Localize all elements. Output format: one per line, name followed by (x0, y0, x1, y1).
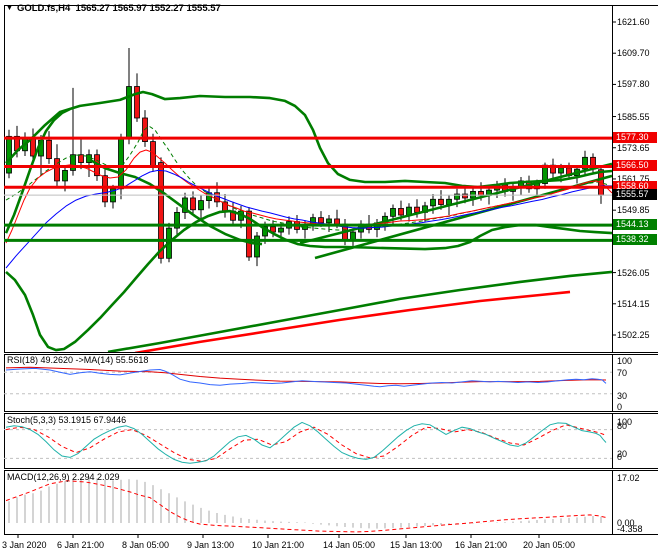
time-axis-label: 6 Jan 21:00 (57, 540, 105, 550)
time-axis-label: 3 Jan 2020 (2, 540, 47, 550)
ma-slow-blue (5, 169, 612, 269)
candle-up (182, 197, 188, 213)
rsi-line (5, 367, 607, 388)
trendline-upper (299, 162, 612, 245)
price-axis-label: 1502.25 (617, 330, 650, 340)
candle-up (582, 156, 588, 170)
rsi-panel (4, 366, 612, 395)
ohlc-readout: 1565.27 1565.97 1552.27 1555.57 (75, 3, 221, 14)
macd-axis-label: -4.358 (617, 524, 643, 534)
bollinger-lower (5, 209, 612, 352)
panel-borders (4, 5, 658, 535)
candle-up (350, 231, 356, 241)
candle-down (398, 208, 404, 216)
stoch-indicator-header: Stoch(5,3,3) 53.1915 67.9446 (7, 415, 127, 425)
ma-long-green (107, 270, 612, 352)
price-axis-label: 1585.55 (617, 112, 650, 122)
stoch-panel (4, 421, 612, 464)
candle-down (318, 217, 324, 224)
symbol-dropdown-icon[interactable]: ▼ (6, 5, 13, 12)
time-axis-label: 15 Jan 13:00 (390, 540, 443, 550)
macd-axis-label: 0.00 (617, 518, 635, 528)
bollinger-upper (5, 90, 612, 189)
price-tag-1555.57: 1555.57 (613, 189, 657, 200)
price-axis-label: 1549.85 (617, 205, 650, 215)
rsi-axis-label: 70 (617, 368, 628, 378)
candle-up (454, 193, 460, 200)
macd-indicator-header: MACD(12,26,9) 2.294 2.029 (7, 472, 120, 482)
candle-down (462, 193, 468, 199)
symbol-label: GOLD.fs,H4 (16, 3, 71, 14)
price-axis-label: 1514.15 (617, 299, 650, 309)
candle-up (198, 200, 204, 211)
candle-up (62, 170, 68, 182)
candles (6, 47, 604, 267)
candle-down (334, 218, 340, 225)
candle-up (430, 198, 436, 207)
macd-signal-line (5, 480, 607, 533)
stoch-axis-label: 80 (617, 421, 628, 431)
band-left-strand (4, 107, 71, 234)
price-axis-label: 1597.80 (617, 79, 650, 89)
price-axis-label: 1573.65 (617, 143, 650, 153)
price-axis-label: 1609.70 (617, 48, 650, 58)
candle-down (78, 154, 84, 163)
candle-up (390, 208, 396, 217)
stoch-main-line (5, 421, 607, 464)
price-axis-label: 1526.05 (617, 268, 650, 278)
rsi-axis-label: 0 (617, 402, 623, 412)
price-axis-label: 1621.60 (617, 17, 650, 27)
rsi-axis-label: 100 (617, 356, 633, 366)
stoch-axis-label: 20 (617, 449, 628, 459)
time-axis-label: 14 Jan 05:00 (323, 540, 376, 550)
candle-down (438, 198, 444, 205)
time-axis-label: 8 Jan 05:00 (122, 540, 170, 550)
candle-up (6, 135, 12, 174)
candle-down (46, 139, 52, 160)
candle-up (70, 154, 76, 171)
time-axis-label: 16 Jan 21:00 (455, 540, 508, 550)
price-axis-label: 1561.75 (617, 174, 650, 184)
candle-down (102, 175, 108, 203)
rsi-axis-label: 30 (617, 391, 628, 401)
candle-down (414, 206, 420, 213)
candle-down (190, 197, 196, 211)
time-axis-label: 9 Jan 13:00 (187, 540, 235, 550)
candle-down (54, 158, 60, 182)
price-tag-1577.30: 1577.30 (613, 132, 657, 143)
price-tag-1544.13: 1544.13 (613, 219, 657, 230)
price-tag-1566.50: 1566.50 (613, 160, 657, 171)
price-tag-1558.60: 1558.60 (613, 181, 657, 192)
ma-long-red (134, 290, 571, 352)
candle-up (126, 86, 132, 139)
candle-up (174, 211, 180, 229)
price-tag-1538.32: 1538.32 (613, 234, 657, 245)
time-axis-label: 10 Jan 21:00 (252, 540, 305, 550)
candle-up (278, 227, 284, 233)
candle-up (326, 218, 332, 224)
ma-fast-red (5, 149, 612, 244)
macd-axis-label: 17.02 (617, 473, 640, 483)
main-chart-panel (4, 47, 612, 352)
candle-up (254, 235, 260, 258)
stoch-axis-label: 100 (617, 417, 633, 427)
candle-down (158, 162, 164, 259)
stoch-axis-label: 0 (617, 452, 623, 462)
candle-up (558, 167, 564, 174)
trendline-lower (314, 174, 612, 260)
candle-down (134, 86, 140, 119)
rsi-ma-line (5, 366, 607, 385)
rsi-indicator-header: RSI(18) 49.2620 ->MA(14) 55.5618 (7, 355, 149, 365)
time-axis-label: 20 Jan 05:00 (523, 540, 576, 550)
candle-down (246, 210, 252, 258)
chart-title: ▼ GOLD.fs,H4 1565.27 1565.97 1552.27 1555… (6, 3, 221, 14)
stoch-signal-line (5, 424, 607, 462)
macd-panel (5, 477, 607, 533)
candle-up (118, 137, 124, 190)
